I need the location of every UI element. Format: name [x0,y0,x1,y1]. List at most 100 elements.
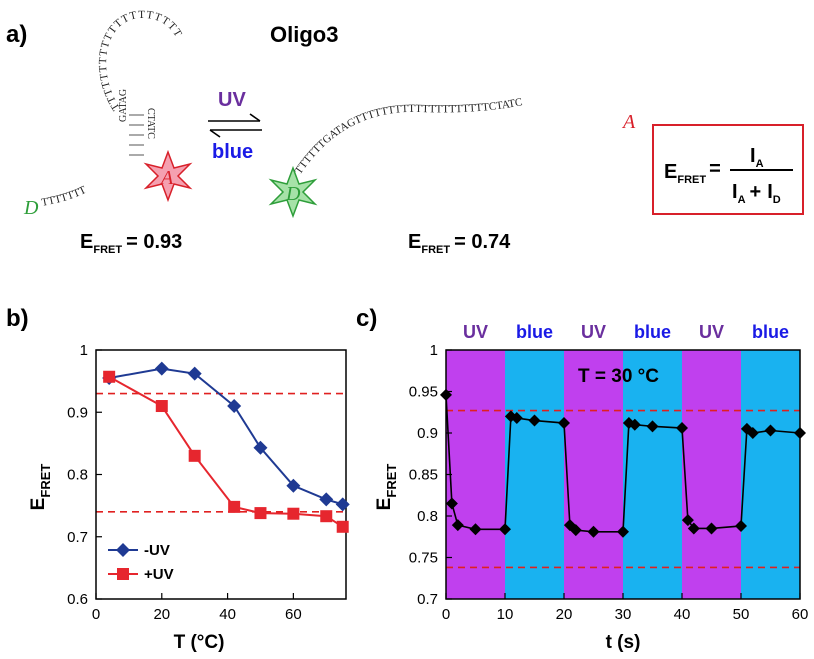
formula-num-sub: A [756,158,764,170]
legend-marker-plus-uv [117,568,129,580]
formula-lhs-main: E [664,161,677,183]
acceptor-label-linear: A [621,111,636,133]
base-pair-ticks [129,114,144,156]
formula-den-d-main: I [767,181,773,203]
linear-structure: TTTTTTGATAGTTTTTTTTTTTTTTTTTTTTCTATC D A [268,96,636,219]
legend-label-minus-uv: -UV [144,542,170,559]
efret-right-value: = 0.74 [454,231,511,253]
formula-den-a-sub: A [738,194,746,206]
b-point-plus-uv [103,370,116,383]
c-x-tick-label: 0 [442,606,450,623]
c-y-tick-label: 0.7 [417,591,438,608]
c-y-axis-label-main: E [374,498,395,511]
b-point-minus-uv [286,478,301,493]
c-point [794,427,806,439]
hairpin-structure: TTTTTTTTTTTTTTTTTTTT GATAG CTATC TTTTTTT… [23,9,193,219]
c-band-blue [741,350,800,599]
b-x-tick-label: 20 [153,606,170,623]
formula-den-d-sub: D [773,194,781,206]
svg-text:EFRET= 0.74: EFRET = 0.74 [408,231,511,256]
b-x-tick-label: 60 [285,606,302,623]
panel-c-label: c) [356,305,377,332]
c-band-uv [564,350,623,599]
c-band-blue [623,350,682,599]
efret-left-sub: FRET [93,244,122,256]
c-point [558,417,570,430]
b-y-tick-label: 0.8 [67,467,88,484]
c-point [504,410,517,423]
hairpin-stem-top: GATAG [118,89,129,122]
svg-text:IA+ID: IA + ID [732,181,781,206]
panel-a-label: a) [6,21,27,48]
b-y-axis-label-sub: FRET [38,464,53,498]
c-point [451,519,464,532]
b-x-tick-label: 0 [92,606,100,623]
formula-lhs-sub: FRET [677,174,706,186]
hairpin-loop-sequence: TTTTTTTTTTTTTTTTTTTT [97,9,184,113]
c-x-tick-label: 40 [674,606,691,623]
c-point [528,414,541,427]
formula-num-main: I [750,145,756,167]
c-point [764,424,777,437]
c-point [646,420,659,433]
c-point [617,525,629,538]
acceptor-star-icon [143,149,193,203]
c-y-tick-label: 1 [430,342,438,359]
c-point [705,522,718,535]
hairpin-tail-sequence: TTTTTTT [40,184,88,209]
c-annotation: T = 30 °C [578,366,659,387]
formula-plus: + [750,181,762,203]
c-y-axis-label-sub: FRET [384,464,399,498]
uv-label-a: UV [218,89,246,111]
formula-den-a-main: I [732,181,738,203]
b-point-plus-uv [188,449,201,462]
b-point-minus-uv [154,361,169,376]
c-point [440,388,452,401]
c-x-tick-label: 20 [556,606,573,623]
c-point [445,497,458,510]
panel-a: a) Oligo3 TTTTTTTTTTTTTTTTTTTT GATAG CTA… [6,9,804,256]
b-y-tick-label: 0.7 [67,529,88,546]
equilibrium-arrows-icon [208,113,262,138]
blue-label-a: blue [212,141,253,163]
c-point [687,522,700,535]
svg-text:IA: IA [750,145,764,170]
acceptor-label-hairpin: A [159,167,174,189]
panel-b-label: b) [6,305,29,332]
b-point-plus-uv [320,510,333,523]
formula-equals: = [709,158,721,180]
c-band-blue [505,350,564,599]
b-y-axis-label: EFRET [28,464,53,511]
c-x-tick-label: 50 [733,606,750,623]
c-x-tick-label: 30 [615,606,632,623]
b-series-line-minus-uv [108,367,344,506]
legend-marker-minus-uv [116,543,130,557]
efret-left: EFRET = 0.93 [80,231,182,256]
b-point-plus-uv [155,400,168,413]
b-y-tick-label: 0.9 [67,404,88,421]
b-point-plus-uv [287,507,300,520]
donor-label-linear: D [285,183,301,205]
b-x-axis-label: T (°C) [174,632,225,653]
legend-b: -UV +UV [108,542,174,583]
b-point-minus-uv [227,399,242,414]
c-x-axis-label: t (s) [606,632,641,653]
c-y-tick-label: 0.75 [409,550,438,567]
panel-c: c) UV blue UV blue UV blue 0 10 20 30 40 50 60 0.7 0.… [356,305,808,653]
c-band-label-uv: UV [463,322,488,342]
linear-sequence: TTTTTTGATAGTTTTTTTTTTTTTTTTTTTTCTATC [293,96,524,177]
b-point-minus-uv [319,492,334,507]
efret-right-sub: FRET [421,244,450,256]
c-point [628,418,641,431]
plot-frame-b [95,349,347,600]
c-y-tick-label: 0.85 [409,467,438,484]
efret-right-main: E [408,231,421,253]
c-band-label-blue: blue [516,322,553,342]
donor-star-icon [268,165,318,219]
c-point [510,412,523,425]
c-point [681,514,694,527]
c-point [499,523,511,536]
hairpin-stem-bottom: CTATC [145,108,156,139]
b-point-plus-uv [228,500,241,513]
